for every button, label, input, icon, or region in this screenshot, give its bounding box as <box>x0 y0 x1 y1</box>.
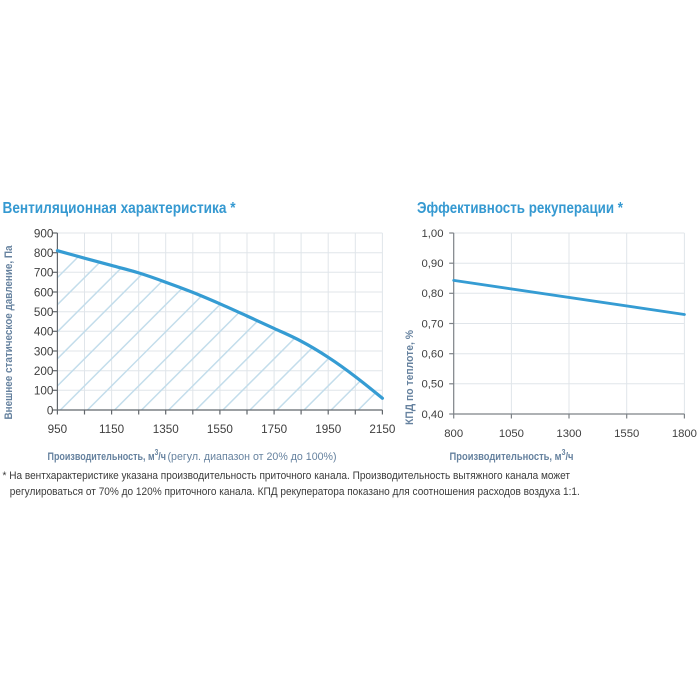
svg-text:0,80: 0,80 <box>422 288 444 300</box>
svg-text:Внешнее статическое давление,: Внешнее статическое давление, Па <box>3 245 15 420</box>
svg-text:1800: 1800 <box>672 428 697 440</box>
svg-text:1,00: 1,00 <box>422 228 444 240</box>
svg-text:0,50: 0,50 <box>422 379 444 391</box>
svg-text:1050: 1050 <box>499 428 524 440</box>
svg-text:Производительность, м3/ч: Производительность, м3/ч <box>450 448 574 463</box>
svg-text:2150: 2150 <box>369 423 396 436</box>
svg-text:0,60: 0,60 <box>422 349 444 361</box>
svg-text:100: 100 <box>34 385 54 398</box>
svg-text:0,90: 0,90 <box>422 258 444 270</box>
svg-text:Производительность, м3/ч: Производительность, м3/ч <box>48 448 167 463</box>
svg-text:950: 950 <box>48 423 68 436</box>
svg-text:400: 400 <box>34 326 54 339</box>
svg-text:регулироваться от 70% до 120%: регулироваться от 70% до 120% приточного… <box>10 486 580 498</box>
svg-text:0,70: 0,70 <box>422 318 444 330</box>
svg-text:600: 600 <box>34 286 54 299</box>
svg-text:1350: 1350 <box>153 423 180 436</box>
svg-text:(регул. диапазон от 20% до 100: (регул. диапазон от 20% до 100%) <box>168 451 337 463</box>
svg-text:1300: 1300 <box>556 428 581 440</box>
svg-text:700: 700 <box>34 267 54 280</box>
svg-text:Вентиляционная характеристика: Вентиляционная характеристика * <box>3 200 237 217</box>
svg-text:800: 800 <box>444 428 463 440</box>
svg-text:Эффективность рекуперации *: Эффективность рекуперации * <box>417 200 624 217</box>
svg-text:* На вентхарактеристике указан: * На вентхарактеристике указана производ… <box>3 470 571 482</box>
svg-text:1950: 1950 <box>315 423 342 436</box>
svg-text:КПД по теплоте, %: КПД по теплоте, % <box>404 330 416 425</box>
svg-text:1550: 1550 <box>614 428 639 440</box>
svg-text:900: 900 <box>34 227 54 240</box>
svg-text:0,40: 0,40 <box>422 409 444 421</box>
svg-text:1150: 1150 <box>99 423 125 436</box>
svg-text:800: 800 <box>34 247 54 260</box>
svg-text:300: 300 <box>34 345 54 358</box>
svg-text:1550: 1550 <box>207 423 234 436</box>
svg-text:0: 0 <box>47 404 54 417</box>
svg-text:200: 200 <box>34 365 54 378</box>
svg-text:500: 500 <box>34 306 54 319</box>
svg-text:1750: 1750 <box>261 423 288 436</box>
